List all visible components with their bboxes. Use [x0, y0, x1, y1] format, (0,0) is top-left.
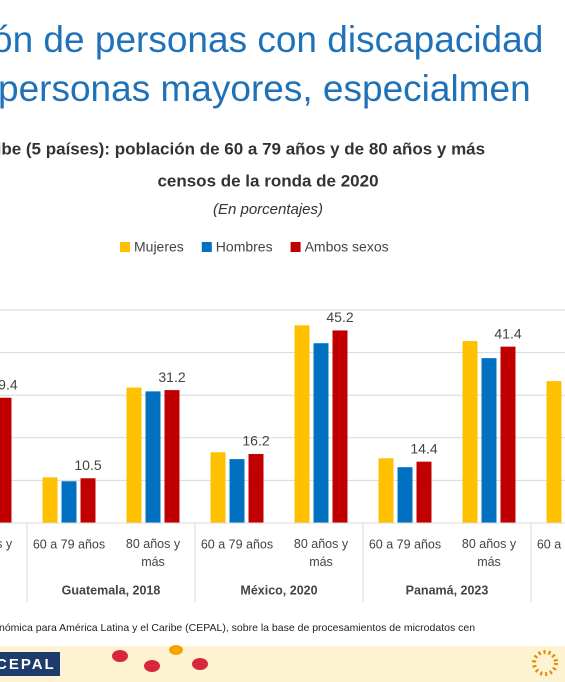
decor-dot: [144, 660, 160, 672]
legend-label: Hombres: [216, 239, 273, 255]
data-label: 29.4: [0, 376, 18, 392]
bar: [145, 391, 161, 523]
legend-swatch: [290, 242, 301, 252]
data-label: 41.4: [494, 325, 521, 341]
data-label: 14.4: [410, 440, 437, 456]
bar: [42, 477, 58, 523]
x-tick-label: 60 a 79 años: [369, 537, 441, 551]
logo-text: CEPAL: [0, 656, 56, 673]
bar: [61, 481, 77, 523]
bar: [313, 343, 329, 523]
unit-note: (En porcentajes): [213, 201, 323, 218]
bar: [229, 459, 245, 523]
data-label: 16.2: [242, 433, 269, 449]
legend-swatch: [201, 242, 212, 252]
bar: [462, 341, 478, 523]
x-tick-label: 60 a 79 años: [201, 537, 273, 551]
bar: [126, 387, 142, 523]
decor-dot: [112, 650, 128, 662]
bar: [481, 358, 497, 523]
group-label: México, 2020: [240, 583, 317, 597]
x-tick-label: 60 a 79 años: [33, 537, 105, 551]
bar: [0, 397, 12, 523]
bar: [80, 478, 96, 523]
group-label: Guatemala, 2018: [62, 583, 161, 597]
decor-dot: [192, 658, 208, 670]
bar: [397, 467, 413, 523]
data-label: 45.2: [326, 309, 353, 325]
bar: [294, 325, 310, 523]
legend-swatch: [120, 242, 130, 252]
bar: [164, 390, 180, 523]
chart-subtitle: censos de la ronda de 2020: [157, 171, 378, 190]
bar: [500, 346, 516, 523]
bar: [378, 458, 394, 523]
data-label: 31.2: [158, 369, 185, 385]
legend-label: Ambos sexos: [305, 239, 389, 255]
slide-title-line: ón de personas con discapacidad: [0, 19, 543, 60]
bar: [546, 381, 562, 523]
x-tick-label: 60 a 79 años: [537, 537, 565, 551]
bar: [332, 330, 348, 523]
source-note: nómica para América Latina y el Caribe (…: [0, 622, 475, 634]
bar: [416, 461, 432, 523]
group-label: Panamá, 2023: [406, 583, 489, 597]
decor-dot: [169, 645, 183, 655]
decor-logo: [532, 650, 558, 676]
footer-band: [0, 646, 565, 682]
bar: [210, 452, 226, 523]
logo-box: [0, 652, 60, 676]
slide-title-line: personas mayores, especialmen: [0, 68, 531, 109]
data-label: 10.5: [74, 457, 101, 473]
legend-label: Mujeres: [134, 239, 184, 255]
bar: [248, 453, 264, 523]
chart-title: ribe (5 países): población de 60 a 79 añ…: [0, 139, 485, 158]
